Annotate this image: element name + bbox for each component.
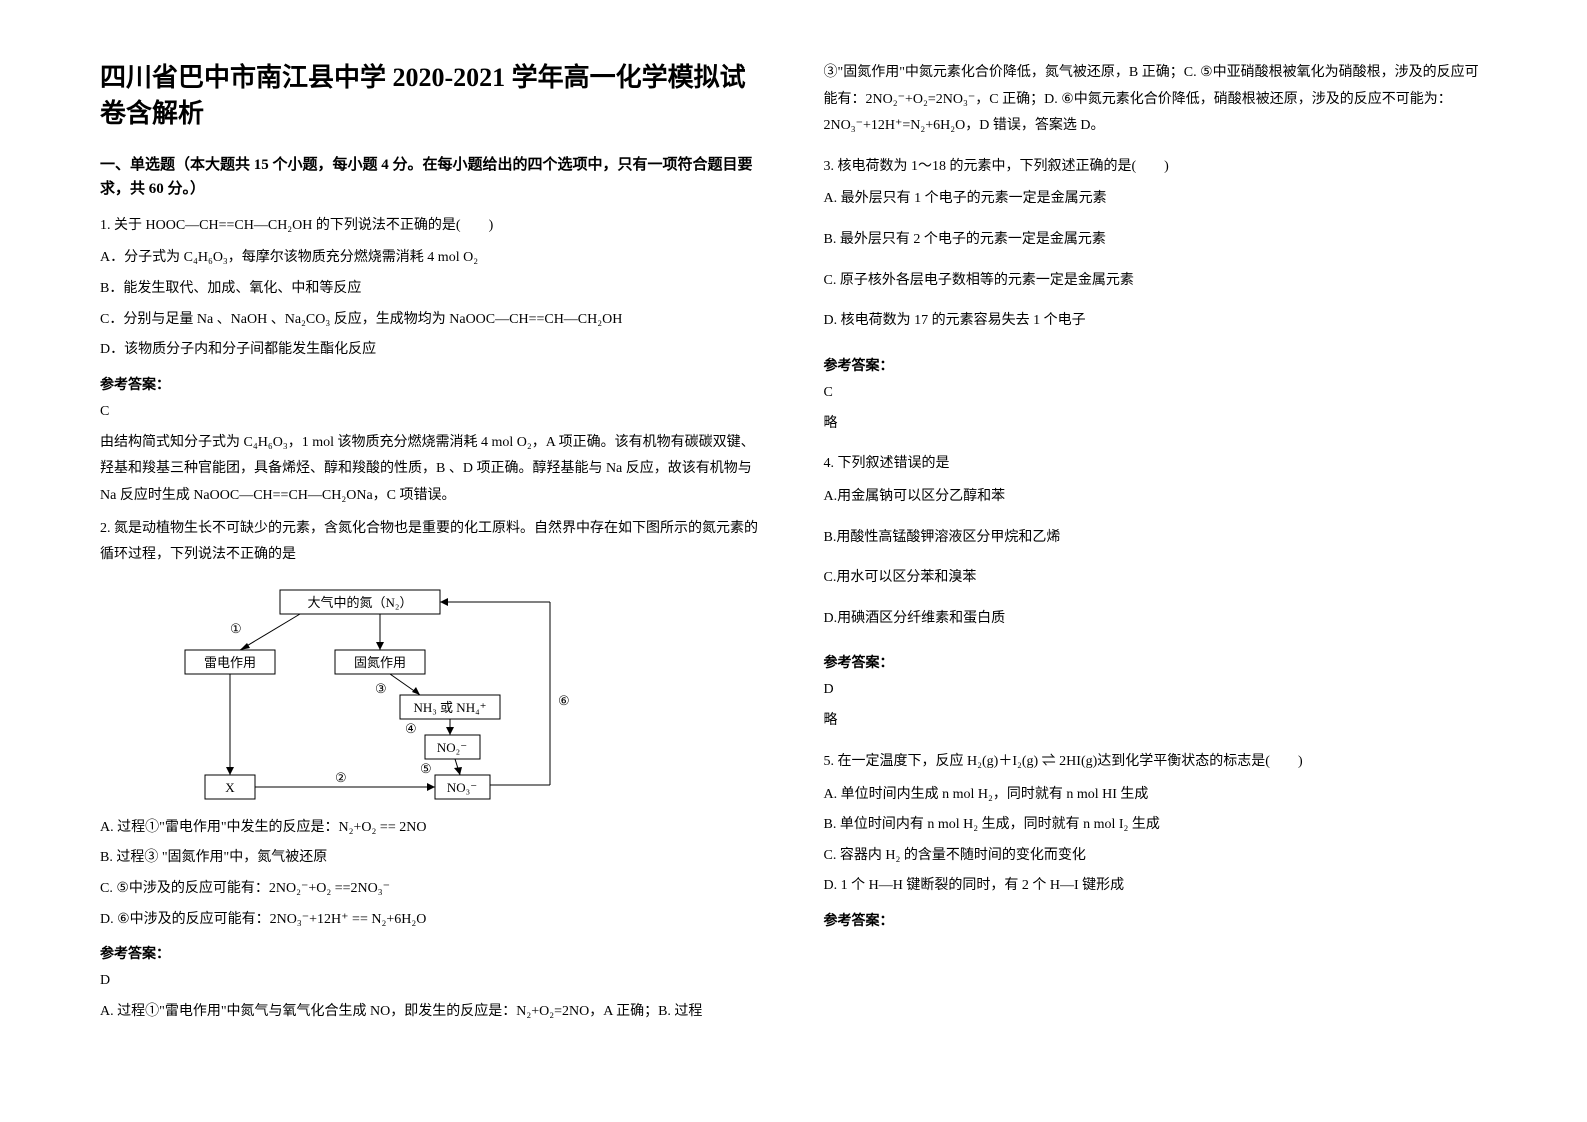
q4-explanation: 略: [824, 708, 1488, 735]
q5-answer-label: 参考答案：: [824, 910, 1488, 930]
q3-answer: C: [824, 385, 1488, 401]
q4-answer: D: [824, 682, 1488, 698]
q4-text: 4. 下列叙述错误的是: [824, 451, 1488, 478]
q3-explanation: 略: [824, 411, 1488, 438]
q2-explanation-p1: A. 过程①"雷电作用"中氮气与氧气化合生成 NO，即发生的反应是：N₂+O₂=…: [100, 999, 764, 1026]
q2-optC: C. ⑤中涉及的反应可能有：2NO₂⁻+O₂ ==2NO₃⁻: [100, 876, 764, 903]
diag-atmosphere: 大气中的氮（N₂）: [308, 595, 413, 610]
q2-text: 2. 氮是动植物生长不可缺少的元素，含氮化合物也是重要的化工原料。自然界中存在如…: [100, 516, 764, 569]
diag-label4: ④: [405, 721, 417, 736]
q3-answer-label: 参考答案：: [824, 355, 1488, 375]
q5-text: 5. 在一定温度下，反应 H₂(g)＋I₂(g) ⇌ 2HI(g)达到化学平衡状…: [824, 749, 1488, 776]
q4-optC: C.用水可以区分苯和溴苯: [824, 565, 1488, 592]
q5-optA: A. 单位时间内生成 n mol H₂，同时就有 n mol HI 生成: [824, 782, 1488, 809]
q4-optD: D.用碘酒区分纤维素和蛋白质: [824, 606, 1488, 633]
diag-label6: ⑥: [558, 693, 570, 708]
q2-answer: D: [100, 973, 764, 989]
right-column: ③"固氮作用"中氮元素化合价降低，氮气被还原，B 正确；C. ⑤中亚硝酸根被氧化…: [824, 60, 1488, 1062]
diag-lightning: 雷电作用: [204, 655, 256, 670]
diag-no3: NO₃⁻: [447, 780, 477, 795]
left-column: 四川省巴中市南江县中学 2020-2021 学年高一化学模拟试卷含解析 一、单选…: [100, 60, 764, 1062]
q5-optC: C. 容器内 H₂ 的含量不随时间的变化而变化: [824, 843, 1488, 870]
q3-optB: B. 最外层只有 2 个电子的元素一定是金属元素: [824, 227, 1488, 254]
svg-text:⑤: ⑤: [420, 761, 432, 776]
q1-optA: A．分子式为 C₄H₆O₃，每摩尔该物质充分燃烧需消耗 4 mol O₂: [100, 245, 764, 272]
q1-answer-label: 参考答案：: [100, 374, 764, 394]
q2-explanation-p2: ③"固氮作用"中氮元素化合价降低，氮气被还原，B 正确；C. ⑤中亚硝酸根被氧化…: [824, 60, 1488, 140]
q2-optD: D. ⑥中涉及的反应可能有：2NO₃⁻+12H⁺ == N₂+6H₂O: [100, 907, 764, 934]
q2-optA: A. 过程①"雷电作用"中发生的反应是：N₂+O₂ == 2NO: [100, 815, 764, 842]
diag-fixation: 固氮作用: [354, 655, 406, 670]
q5-optB: B. 单位时间内有 n mol H₂ 生成，同时就有 n mol I₂ 生成: [824, 812, 1488, 839]
diag-label2: ②: [335, 770, 347, 785]
q3-text: 3. 核电荷数为 1～18 的元素中，下列叙述正确的是( ): [824, 154, 1488, 181]
q4-optA: A.用金属钠可以区分乙醇和苯: [824, 484, 1488, 511]
q3-optD: D. 核电荷数为 17 的元素容易失去 1 个电子: [824, 308, 1488, 335]
q2-answer-label: 参考答案：: [100, 943, 764, 963]
q1-optD: D．该物质分子内和分子间都能发生酯化反应: [100, 337, 764, 364]
q1-answer: C: [100, 404, 764, 420]
q3-optA: A. 最外层只有 1 个电子的元素一定是金属元素: [824, 186, 1488, 213]
q1-explanation: 由结构简式知分子式为 C₄H₆O₃，1 mol 该物质充分燃烧需消耗 4 mol…: [100, 430, 764, 510]
q1-optC: C．分别与足量 Na 、NaOH 、Na₂CO₃ 反应，生成物均为 NaOOC—…: [100, 307, 764, 334]
diag-label1: ①: [230, 621, 242, 636]
document-title: 四川省巴中市南江县中学 2020-2021 学年高一化学模拟试卷含解析: [100, 60, 764, 133]
q1-optB: B．能发生取代、加成、氧化、中和等反应: [100, 276, 764, 303]
q5-optD: D. 1 个 H—H 键断裂的同时，有 2 个 H—I 键形成: [824, 873, 1488, 900]
diag-label3: ③: [375, 681, 387, 696]
q4-answer-label: 参考答案：: [824, 652, 1488, 672]
diag-x: X: [225, 780, 235, 795]
diag-no2: NO₂⁻: [437, 740, 467, 755]
diagram-svg: 大气中的氮（N₂） ① 雷电作用 固氮作用 ③ NH₃ 或 NH₄⁺ ④: [100, 585, 580, 805]
q2-optB: B. 过程③ "固氮作用"中，氮气被还原: [100, 845, 764, 872]
q4-optB: B.用酸性高锰酸钾溶液区分甲烷和乙烯: [824, 525, 1488, 552]
section-header: 一、单选题（本大题共 15 个小题，每小题 4 分。在每小题给出的四个选项中，只…: [100, 153, 764, 201]
nitrogen-cycle-diagram: 大气中的氮（N₂） ① 雷电作用 固氮作用 ③ NH₃ 或 NH₄⁺ ④: [100, 585, 764, 805]
diag-nh3: NH₃ 或 NH₄⁺: [414, 700, 487, 715]
q1-text: 1. 关于 HOOC—CH==CH—CH₂OH 的下列说法不正确的是( ): [100, 213, 764, 240]
q3-optC: C. 原子核外各层电子数相等的元素一定是金属元素: [824, 268, 1488, 295]
